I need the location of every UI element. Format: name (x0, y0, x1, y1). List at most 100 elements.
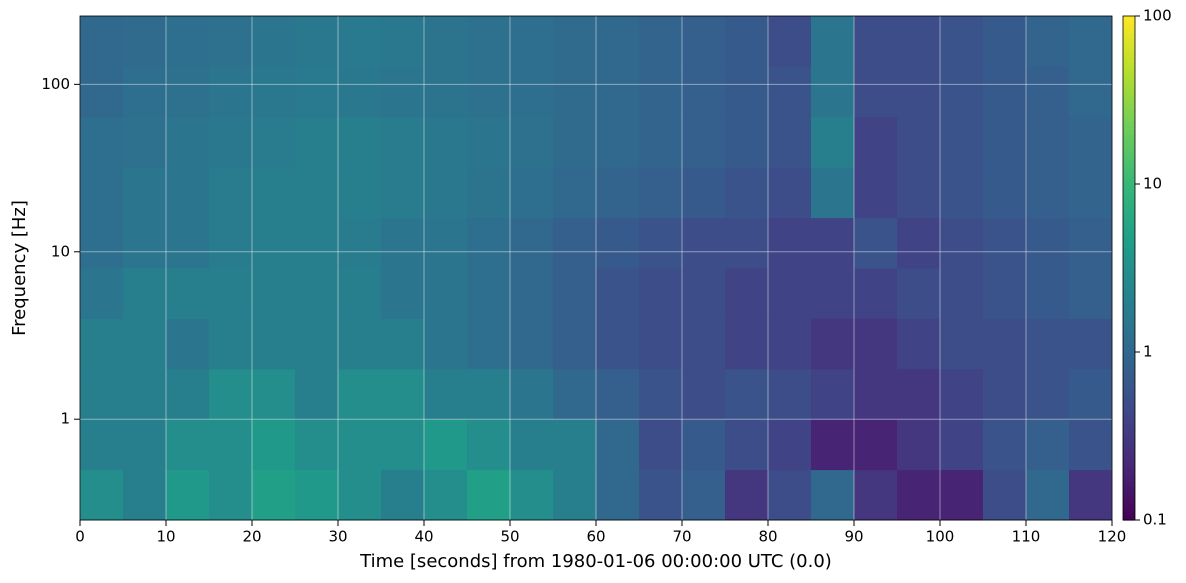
colorbar-segment (1123, 284, 1135, 290)
cell (209, 167, 253, 219)
cell (983, 217, 1027, 269)
cell (897, 116, 941, 168)
colorbar-segment (1123, 297, 1135, 303)
colorbar-segment (1123, 37, 1135, 42)
cell (725, 268, 769, 319)
colorbar-segment (1123, 16, 1135, 21)
cell (166, 368, 210, 420)
cell (940, 116, 984, 168)
colorbar-segment (1123, 272, 1135, 277)
cell (811, 419, 855, 471)
cell (596, 318, 640, 370)
cell (338, 16, 382, 67)
cell (553, 368, 597, 420)
cell (682, 469, 726, 521)
colorbar-segment (1123, 461, 1135, 466)
colorbar-segment (1123, 150, 1135, 156)
cell (983, 368, 1027, 420)
colorbar-segment (1123, 133, 1135, 139)
cell (1069, 16, 1113, 67)
colorbar-segment (1123, 79, 1135, 84)
cell (1026, 217, 1070, 269)
cell (768, 66, 812, 118)
colorbar-segment (1123, 188, 1135, 193)
cell (811, 116, 855, 168)
cell (123, 116, 167, 168)
colorbar-segment (1123, 125, 1135, 130)
colorbar-segment (1123, 402, 1135, 408)
colorbar-segment (1123, 163, 1135, 168)
cell (811, 469, 855, 521)
colorbar-segment (1123, 259, 1135, 265)
cell (854, 217, 898, 269)
colorbar-segment (1123, 389, 1135, 395)
cell (1069, 368, 1113, 420)
cell (381, 318, 425, 370)
cell (338, 469, 382, 521)
x-tick-label: 10 (156, 528, 175, 546)
cell (467, 66, 511, 118)
cell (209, 268, 253, 319)
colorbar-segment (1123, 104, 1135, 109)
cell (295, 116, 339, 168)
cell (252, 469, 296, 521)
plot-frame (79, 15, 1113, 521)
cell (596, 469, 640, 521)
x-tick-label: 40 (414, 528, 433, 546)
cell (80, 217, 124, 269)
cell (1026, 469, 1070, 521)
colorbar-segment (1123, 322, 1135, 328)
colorbar-segment (1123, 112, 1135, 118)
cell (1069, 318, 1113, 370)
colorbar-segment (1123, 326, 1135, 332)
cell (940, 368, 984, 420)
colorbar-segment (1123, 356, 1135, 361)
colorbar-segment (1123, 66, 1135, 72)
colorbar-segment (1123, 121, 1135, 126)
colorbar-segment (1123, 49, 1135, 55)
colorbar-segment (1123, 515, 1135, 521)
cell (80, 368, 124, 420)
cell (467, 419, 511, 471)
cell (768, 268, 812, 319)
cell (682, 318, 726, 370)
colorbar-segment (1123, 184, 1135, 189)
cell (338, 66, 382, 118)
colorbar-segment (1123, 310, 1135, 315)
cell (553, 318, 597, 370)
cell (1069, 419, 1113, 471)
colorbar-segment (1123, 293, 1135, 298)
cell (1069, 469, 1113, 521)
colorbar-segment (1123, 377, 1135, 382)
cell (768, 167, 812, 219)
cell (510, 268, 554, 319)
cell (897, 368, 941, 420)
cell (252, 16, 296, 67)
colorbar-segment (1123, 503, 1135, 508)
x-tick-label: 30 (328, 528, 347, 546)
cell (682, 217, 726, 269)
cell (381, 116, 425, 168)
cell (381, 368, 425, 420)
colorbar-segment (1123, 499, 1135, 504)
colorbar-segment (1123, 62, 1135, 67)
x-tick-label: 90 (844, 528, 863, 546)
cell (338, 167, 382, 219)
cell (166, 66, 210, 118)
x-tick-label: 100 (926, 528, 955, 546)
colorbar-segment (1123, 108, 1135, 114)
cell (209, 66, 253, 118)
cell (983, 116, 1027, 168)
colorbar-segment (1123, 167, 1135, 172)
colorbar-segment (1123, 490, 1135, 496)
cell (897, 66, 941, 118)
cell (467, 167, 511, 219)
x-tick-label: 60 (586, 528, 605, 546)
colorbar-segment (1123, 318, 1135, 324)
cell (639, 318, 683, 370)
colorbar-segment (1123, 209, 1135, 214)
cell (983, 318, 1027, 370)
colorbar-frame (1122, 15, 1136, 521)
colorbar-segment (1123, 465, 1135, 471)
colorbar-segment (1123, 91, 1135, 97)
